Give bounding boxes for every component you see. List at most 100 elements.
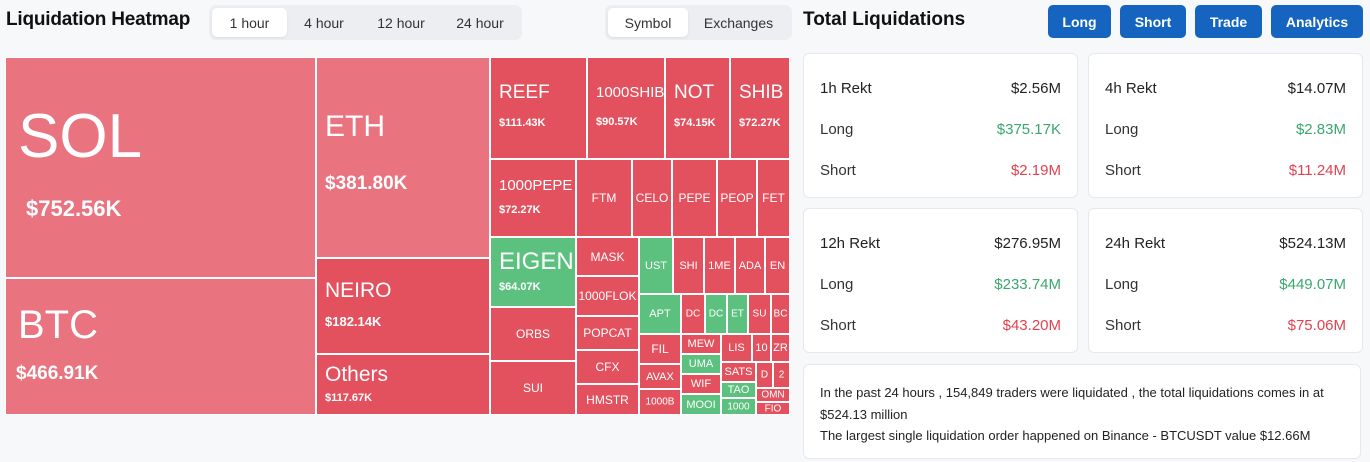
treemap-tile-peop[interactable]: PEOP [717, 159, 757, 237]
short-value: $2.19M [1010, 162, 1061, 179]
tab-1-hour[interactable]: 1 hour [212, 8, 287, 37]
treemap-tile-1000pepe[interactable]: 1000PEPE $72.27K [490, 159, 576, 237]
treemap-tile-1000[interactable]: 1000 [721, 398, 756, 415]
treemap-tile-ftm[interactable]: FTM [576, 159, 632, 237]
treemap-tile-popcat[interactable]: POPCAT [576, 316, 639, 350]
treemap-tile-dc[interactable]: DC [681, 294, 705, 334]
treemap-tile-et[interactable]: ET [727, 294, 748, 334]
treemap-tile-shi[interactable]: SHI [673, 237, 704, 294]
treemap-tile-1000b[interactable]: 1000B [639, 389, 681, 415]
tile-symbol: MASK [590, 249, 625, 264]
long-button[interactable]: Long [1048, 5, 1111, 38]
summary-line-2: The largest single liquidation order hap… [820, 428, 1311, 443]
card-label: 24h Rekt [1105, 235, 1166, 252]
card-label: 12h Rekt [820, 235, 881, 252]
treemap-tile-10[interactable]: 10 [752, 334, 771, 362]
tile-symbol: TAO [727, 384, 750, 396]
tile-value: $72.27K [739, 117, 781, 129]
treemap-tile-wif[interactable]: WIF [681, 374, 721, 394]
tile-value: $752.56K [26, 196, 122, 221]
treemap-tile-bc[interactable]: BC [771, 294, 790, 334]
treemap-tile-1me[interactable]: 1ME [704, 237, 735, 294]
long-value: $233.74M [994, 276, 1061, 293]
tab-4-hour[interactable]: 4 hour [304, 14, 344, 31]
tile-symbol: SOL [18, 102, 143, 171]
treemap-tile-avax[interactable]: AVAX [639, 364, 681, 389]
treemap-tile-orbs[interactable]: ORBS [490, 307, 576, 361]
tile-value: $117.67K [325, 392, 373, 404]
long-label: Long [820, 276, 854, 293]
treemap-tile-2[interactable]: 2 [773, 362, 790, 388]
total-liquidations-title: Total Liquidations [803, 9, 966, 30]
tile-symbol: UST [645, 259, 667, 272]
tile-symbol: FET [762, 191, 785, 205]
trade-button[interactable]: Trade [1195, 5, 1262, 38]
treemap-tile-eth[interactable]: ETH $381.80K [316, 57, 490, 258]
tile-symbol: FIL [651, 342, 669, 356]
tile-symbol: D [760, 369, 769, 381]
treemap-tile-eigen[interactable]: EIGEN $64.07K [490, 237, 576, 307]
view-tabs: Symbol Exchanges [605, 5, 792, 40]
tab-24-hour[interactable]: 24 hour [456, 14, 504, 31]
treemap-tile-mooi[interactable]: MOOI [681, 394, 721, 415]
tile-symbol: PEPE [678, 191, 711, 205]
treemap-tile-pepe[interactable]: PEPE [672, 159, 717, 237]
tile-symbol: NEIRO [325, 279, 392, 302]
treemap-tile-reef[interactable]: REEF $111.43K [490, 57, 587, 159]
tile-symbol: ORBS [515, 327, 551, 341]
treemap-tile-dc[interactable]: DC [705, 294, 727, 334]
treemap-tile-cfx[interactable]: CFX [576, 350, 639, 384]
tile-symbol: HMSTR [586, 392, 629, 407]
treemap-tile-fil[interactable]: FIL [639, 334, 681, 364]
tile-symbol: ADA [738, 259, 762, 272]
tile-symbol: OMN [761, 389, 785, 401]
tab-12-hour[interactable]: 12 hour [377, 14, 425, 31]
treemap-tile-btc[interactable]: BTC $466.91K [5, 278, 316, 415]
analytics-button[interactable]: Analytics [1271, 5, 1363, 38]
short-value: $43.20M [1002, 317, 1061, 334]
treemap-tile-sol[interactable]: SOL $752.56K [5, 57, 316, 278]
long-label: Long [1105, 276, 1139, 293]
treemap-tile-d[interactable]: D [756, 362, 773, 388]
treemap-tile-others[interactable]: Others $117.67K [316, 354, 490, 415]
tile-symbol: 1000PEPE [499, 177, 573, 194]
treemap-tile-sats[interactable]: SATS [721, 362, 756, 382]
treemap-tile-fet[interactable]: FET [757, 159, 790, 237]
treemap-tile-en[interactable]: EN [765, 237, 790, 294]
heatmap-title: Liquidation Heatmap [6, 9, 191, 30]
time-range-tabs: 1 hour 4 hour 12 hour 24 hour [209, 5, 522, 40]
treemap-tile-neiro[interactable]: NEIRO $182.14K [316, 258, 490, 354]
tile-value: $64.07K [499, 281, 541, 293]
treemap-tile-fio[interactable]: FIO [756, 402, 790, 415]
tile-symbol: FTM [591, 191, 617, 205]
tab-exchanges[interactable]: Exchanges [703, 14, 774, 31]
treemap-tile-su[interactable]: SU [748, 294, 771, 334]
treemap-tile-uma[interactable]: UMA [681, 354, 721, 374]
tile-value: $381.80K [325, 173, 408, 194]
tile-symbol: FIO [764, 403, 782, 414]
treemap-tile-celo[interactable]: CELO [632, 159, 672, 237]
treemap-tile-zr[interactable]: ZR [771, 334, 790, 362]
tab-symbol[interactable]: Symbol [608, 8, 688, 37]
treemap-tile-lis[interactable]: LIS [721, 334, 752, 362]
treemap-tile-shib[interactable]: SHIB $72.27K [730, 57, 790, 159]
treemap-tile-1000shib[interactable]: 1000SHIB $90.57K [587, 57, 665, 159]
tile-symbol: 1000 [727, 401, 750, 412]
tile-symbol: MOOI [686, 398, 716, 411]
treemap-tile-apt[interactable]: APT [639, 294, 681, 334]
treemap-tile-hmstr[interactable]: HMSTR [576, 384, 639, 415]
tile-symbol: ZR [773, 342, 788, 354]
treemap-tile-tao[interactable]: TAO [721, 382, 756, 398]
tile-value: $74.15K [674, 117, 716, 129]
treemap-tile-sui[interactable]: SUI [490, 361, 576, 415]
treemap-tile-mask[interactable]: MASK [576, 237, 639, 276]
short-button[interactable]: Short [1120, 5, 1186, 38]
treemap-tile-not[interactable]: NOT $74.15K [665, 57, 730, 159]
treemap-tile-omn[interactable]: OMN [756, 388, 790, 402]
treemap-tile-ada[interactable]: ADA [735, 237, 765, 294]
card-total: $14.07M [1287, 80, 1346, 97]
treemap-tile-ust[interactable]: UST [639, 237, 673, 294]
treemap-tile-1000flok[interactable]: 1000FLOK [576, 276, 639, 316]
treemap-tile-mew[interactable]: MEW [681, 334, 721, 354]
short-label: Short [820, 317, 856, 334]
